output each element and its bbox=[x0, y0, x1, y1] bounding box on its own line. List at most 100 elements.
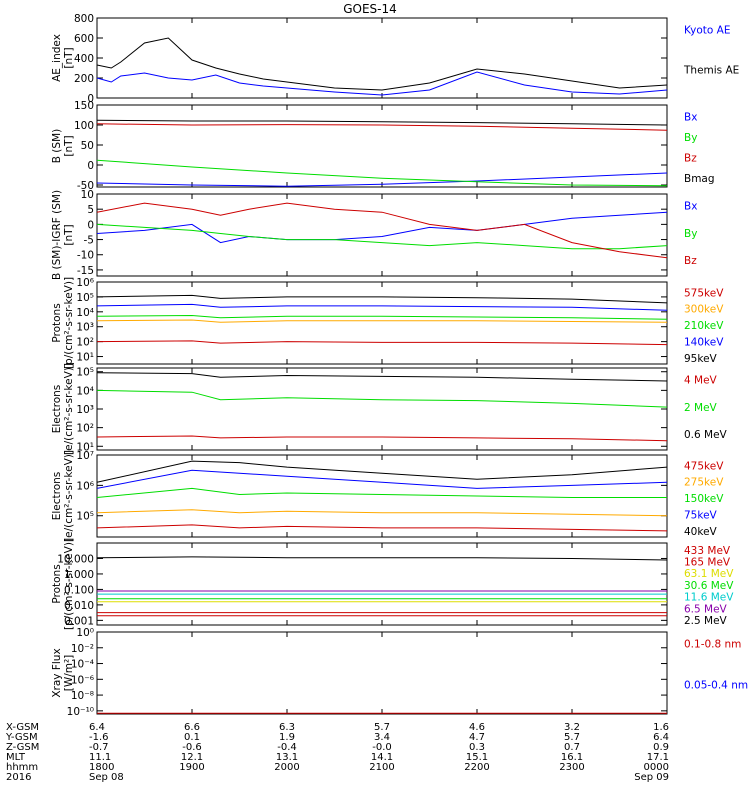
ephem-value: 5.7 bbox=[374, 722, 390, 733]
series-line bbox=[96, 294, 668, 304]
ephem-value: 2200 bbox=[464, 762, 489, 773]
y-tick-label: 10⁶ bbox=[76, 277, 94, 289]
ephem-value: Sep 08 bbox=[89, 772, 124, 783]
legend-label: 0.1-0.8 nm bbox=[684, 639, 741, 651]
panel-frame bbox=[96, 281, 668, 365]
ephem-value: 0000 bbox=[644, 762, 669, 773]
ephem-row-label: Z-GSM bbox=[6, 742, 39, 753]
series-line bbox=[96, 487, 667, 498]
panel-3: 10⁶ 10⁵ 10⁴ 10³ 10² 10¹ Protons [p/(cm²-s-sr-ke… bbox=[51, 277, 724, 369]
legend-label: Bz bbox=[684, 255, 697, 267]
ephem-value: 11.1 bbox=[89, 752, 111, 763]
y-tick-label: 10⁻⁴ bbox=[71, 659, 94, 671]
ephem-value: -0.4 bbox=[277, 742, 297, 753]
y-tick-label: 50 bbox=[81, 140, 94, 152]
series-line bbox=[96, 172, 668, 187]
y-tick-label: 1.000 bbox=[64, 569, 94, 581]
legend-label: 575keV bbox=[684, 287, 724, 299]
y-tick-label: 0.010 bbox=[64, 600, 94, 612]
legend-label: 40keV bbox=[684, 526, 718, 538]
y-tick-label: 0 bbox=[87, 219, 94, 231]
y-axis-label: [p/(cm²-s-sr-keV)] bbox=[63, 277, 75, 369]
y-axis-label: AE_index bbox=[51, 34, 63, 82]
y-axis-label: B (SM) bbox=[51, 129, 63, 163]
ephem-value: 1.6 bbox=[653, 722, 669, 733]
y-axis-label: Xray Flux bbox=[51, 648, 63, 697]
panel-0: 800 600 400 200 0 AE_index [nT] Kyoto AE Themis … bbox=[51, 13, 739, 105]
ephem-value: 0.3 bbox=[469, 742, 485, 753]
legend-label: 95keV bbox=[684, 353, 718, 365]
y-axis-label: Electrons bbox=[51, 472, 63, 521]
legend-label: 6.5 MeV bbox=[684, 603, 728, 615]
y-tick-label: 10¹ bbox=[76, 441, 94, 453]
ephem-value: 6.3 bbox=[279, 722, 295, 733]
y-axis-label: [e/(cm²-s-sr-keV)] bbox=[63, 363, 75, 455]
panel-1: 150 100 50 0 -50 B (SM) [nT] Bx By Bz Bmag bbox=[51, 100, 715, 192]
y-tick-label: 10.000 bbox=[57, 553, 94, 565]
series-line bbox=[96, 123, 668, 131]
series-line bbox=[96, 223, 668, 250]
series-line bbox=[96, 340, 668, 346]
y-tick-label: 400 bbox=[74, 53, 94, 65]
legend-label: 0.05-0.4 nm bbox=[684, 680, 748, 692]
ephem-value: 4.7 bbox=[469, 732, 485, 743]
y-tick-label: 10¹ bbox=[76, 352, 94, 364]
legend-label: 63.1 MeV bbox=[684, 568, 734, 580]
legend-label: 210keV bbox=[684, 320, 724, 332]
ephem-value: 16.1 bbox=[561, 752, 583, 763]
panel-frame bbox=[96, 104, 668, 188]
ephem-value: 1800 bbox=[89, 762, 114, 773]
y-tick-label: 10⁻⁸ bbox=[71, 690, 94, 702]
y-axis-label: [e/(cm²-s-sr-keV)] bbox=[63, 450, 75, 542]
y-axis-label: Protons bbox=[51, 564, 63, 603]
y-tick-label: 150 bbox=[74, 100, 94, 112]
y-tick-label: 10⁻¹⁰ bbox=[67, 706, 94, 718]
series-line bbox=[96, 71, 668, 96]
y-tick-label: 0 bbox=[87, 160, 94, 172]
ephem-row-label: Y-GSM bbox=[5, 732, 38, 743]
panel-5: 10⁷ 10⁶ 10⁵ Electrons [e/(cm²-s-sr-keV)] 475k… bbox=[51, 450, 724, 542]
panel-frame bbox=[96, 367, 668, 451]
y-tick-label: 0.100 bbox=[64, 584, 94, 596]
series-line bbox=[96, 159, 668, 187]
legend-label: 150keV bbox=[684, 493, 724, 505]
ephem-row-label: MLT bbox=[6, 752, 26, 763]
ephem-value: 6.4 bbox=[89, 722, 105, 733]
legend-label: 300keV bbox=[684, 304, 724, 316]
series-line bbox=[96, 119, 668, 126]
ephemeris-table: X-GSM 6.4 6.6 6.3 5.7 4.6 3.2 1.6 Y-GSM -1.6 0.1 1.… bbox=[5, 722, 669, 783]
y-tick-label: 10⁷ bbox=[76, 450, 94, 462]
legend-label: 433 MeV bbox=[684, 545, 731, 557]
ephem-value: 4.6 bbox=[469, 722, 485, 733]
series-line bbox=[96, 460, 668, 483]
ephem-row-label: 2016 bbox=[6, 772, 31, 783]
legend-label: 275keV bbox=[684, 477, 724, 489]
y-tick-label: 10⁻² bbox=[71, 643, 94, 655]
legend-label: 0.6 MeV bbox=[684, 429, 728, 441]
plot-title: GOES-14 bbox=[343, 2, 397, 16]
ephem-value: 2300 bbox=[559, 762, 584, 773]
ephem-value: 14.1 bbox=[371, 752, 393, 763]
series-line bbox=[96, 37, 668, 91]
series-line bbox=[96, 469, 668, 489]
y-axis-label: [p/(cm²-s-sr-keV)] bbox=[63, 538, 75, 630]
ephem-value: -0.6 bbox=[182, 742, 202, 753]
series-line bbox=[96, 372, 668, 382]
panel-frame bbox=[96, 193, 668, 277]
y-tick-label: 10⁶ bbox=[76, 480, 94, 492]
y-axis-label: [W/m²] bbox=[63, 655, 75, 692]
y-tick-label: 10² bbox=[76, 337, 94, 349]
panel-4: 10⁵ 10⁴ 10³ 10² 10¹ Electrons [e/(cm²-s-sr-keV… bbox=[51, 363, 728, 455]
ephem-value: 3.2 bbox=[564, 722, 580, 733]
ephem-value: 12.1 bbox=[181, 752, 203, 763]
y-tick-label: 10⁴ bbox=[76, 307, 94, 319]
series-line bbox=[96, 202, 668, 259]
panel-frame bbox=[96, 631, 668, 715]
series-line bbox=[96, 435, 668, 442]
y-tick-label: 10⁵ bbox=[76, 367, 94, 379]
series-line bbox=[96, 524, 668, 532]
ephem-value: 17.1 bbox=[647, 752, 669, 763]
legend-label: 165 MeV bbox=[684, 557, 731, 569]
ephem-value: 0.7 bbox=[564, 742, 580, 753]
